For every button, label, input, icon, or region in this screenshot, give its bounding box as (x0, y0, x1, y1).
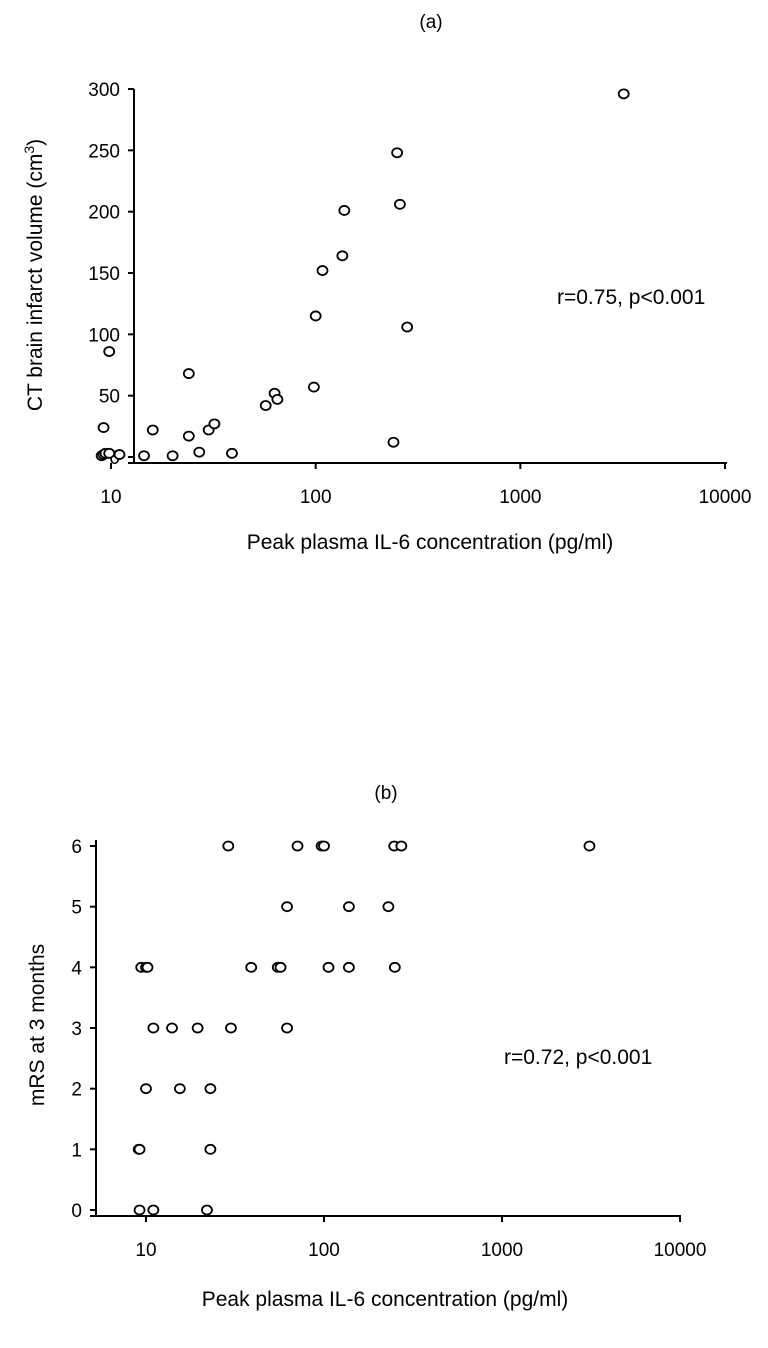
data-points (95, 88, 630, 462)
y-axis-label-superscript: 3 (21, 146, 37, 154)
data-point (245, 961, 258, 973)
data-point (401, 321, 414, 333)
data-point (166, 1022, 178, 1034)
x-tick-label: 100 (308, 1240, 340, 1261)
data-point (316, 265, 329, 276)
y-tick-label: 5 (71, 898, 82, 919)
x-tick-label: 1000 (481, 1240, 523, 1261)
chart-title: (b) (374, 783, 397, 804)
data-point (146, 424, 159, 436)
data-point (617, 88, 630, 100)
data-point (204, 1143, 217, 1155)
correlation-annotation: r=0.72, p<0.001 (504, 1046, 652, 1069)
data-point (387, 436, 400, 448)
y-tick-label: 2 (71, 1080, 82, 1101)
y-ticks: 0 50 100 150 200 250 300 (88, 80, 134, 469)
x-axis-label: Peak plasma IL-6 concentration (pg/ml) (202, 1288, 569, 1311)
data-point (318, 840, 330, 852)
data-point (97, 422, 110, 433)
data-point (204, 1083, 217, 1095)
y-tick-label: 250 (88, 141, 120, 162)
data-point (338, 205, 351, 216)
y-tick-label: 150 (88, 264, 120, 285)
y-tick-label: 3 (71, 1019, 82, 1040)
data-point (191, 1022, 204, 1034)
data-point (382, 901, 395, 913)
data-point (182, 430, 195, 442)
y-tick-label: 1 (71, 1140, 82, 1161)
data-point (336, 250, 349, 262)
x-axis-label: Peak plasma IL-6 concentration (pg/ml) (247, 531, 614, 554)
data-point (201, 1204, 213, 1216)
y-tick-label: 4 (71, 958, 82, 979)
data-point (395, 840, 408, 852)
data-points (132, 840, 596, 1216)
data-point (342, 901, 355, 913)
chart-panel-b: (b) 0 1 2 3 4 5 6 10 100 1000 10000 Peak plasma I… (26, 783, 706, 1311)
data-point (147, 1204, 160, 1216)
y-tick-label: 300 (88, 80, 120, 101)
x-ticks: 10 100 1000 10000 (135, 1216, 706, 1261)
x-tick-label: 10000 (699, 487, 752, 508)
data-point (309, 310, 322, 322)
x-tick-label: 10000 (654, 1240, 707, 1261)
data-point (281, 1022, 293, 1034)
x-tick-label: 10 (135, 1240, 156, 1261)
data-point (166, 450, 179, 462)
data-point (226, 447, 238, 459)
data-point (103, 447, 116, 459)
data-point (141, 961, 154, 973)
data-point (182, 368, 195, 379)
y-tick-label: 6 (71, 837, 82, 858)
data-point (113, 449, 126, 460)
data-point (281, 901, 293, 913)
data-point (342, 961, 355, 973)
chart-title: (a) (419, 12, 442, 33)
data-point (583, 840, 596, 852)
x-ticks: 10 100 1000 10000 (100, 463, 751, 508)
data-point (147, 1022, 160, 1034)
data-point (307, 381, 320, 393)
y-tick-label: 200 (88, 203, 120, 224)
chart-panel-a: (a) 0 50 100 150 200 250 300 10 100 1000 10000 Pe… (21, 12, 751, 554)
data-point (259, 400, 272, 411)
x-tick-label: 10 (100, 487, 121, 508)
correlation-annotation: r=0.75, p<0.001 (557, 286, 705, 309)
data-point (193, 446, 206, 458)
data-point (103, 346, 116, 357)
data-point (274, 961, 287, 973)
y-tick-label: 0 (71, 1201, 82, 1222)
data-point (388, 961, 401, 973)
x-tick-label: 1000 (499, 487, 541, 508)
data-point (394, 198, 406, 210)
data-point (271, 393, 284, 405)
data-point (133, 1143, 146, 1155)
y-axis-label-end: ) (24, 139, 47, 146)
data-point (222, 840, 235, 852)
data-point (322, 961, 335, 973)
data-point (173, 1083, 186, 1095)
y-axis-label: mRS at 3 months (26, 944, 49, 1106)
x-tick-label: 100 (300, 487, 332, 508)
data-point (133, 1204, 146, 1216)
data-point (225, 1022, 237, 1034)
data-point (391, 147, 404, 159)
data-point (208, 418, 221, 430)
y-axis-label: CT brain infarct volume (cm3) (21, 139, 47, 411)
data-point (291, 840, 304, 852)
data-point (138, 450, 150, 462)
y-axis-label-main: CT brain infarct volume (cm (24, 154, 47, 412)
y-tick-label: 100 (88, 325, 120, 346)
y-tick-label: 0 (109, 448, 120, 469)
data-point (140, 1083, 152, 1095)
y-ticks: 0 1 2 3 4 5 6 (71, 837, 96, 1222)
y-tick-label: 50 (99, 387, 120, 408)
